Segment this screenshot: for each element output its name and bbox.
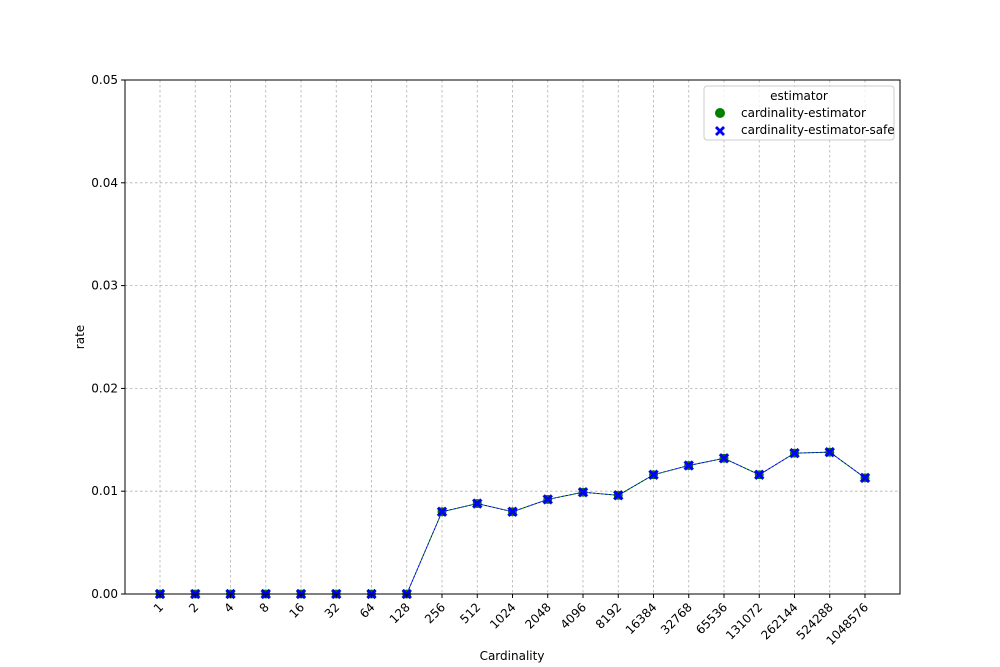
y-tick-label: 0.04	[91, 176, 118, 190]
data-point	[859, 472, 871, 484]
data-point	[789, 447, 800, 459]
y-tick-label: 0.03	[91, 279, 118, 293]
x-tick-label: 4	[221, 600, 236, 615]
x-tick-label: 16	[286, 600, 307, 621]
y-tick-label: 0.05	[91, 73, 118, 87]
x-tick-label: 2048	[522, 600, 553, 631]
legend-frame	[703, 85, 895, 141]
y-tick-label: 0.00	[91, 587, 118, 601]
legend-marker-cardinality-estimator-safe	[715, 126, 725, 136]
x-tick-label: 512	[457, 600, 483, 626]
legend-marker-cardinality-estimator	[715, 108, 725, 118]
x-tick-label: 8192	[593, 600, 624, 631]
x-tick-label: 32768	[658, 600, 695, 637]
data-point	[542, 494, 554, 505]
data-point	[824, 446, 836, 458]
legend-entry-cardinality-estimator: cardinality-estimator	[741, 106, 866, 120]
y-tick-label: 0.02	[91, 381, 118, 395]
x-axis-label: Cardinality	[480, 649, 545, 663]
data-point	[577, 486, 589, 498]
data-point	[507, 506, 518, 518]
legend-title: estimator	[770, 89, 828, 103]
x-tick-label: 262144	[758, 600, 800, 642]
axes-layer: 1 2 4 8 16 32 64 128 256 512 1024 2048 4096 819216384…	[91, 73, 871, 648]
x-tick-label: 128	[387, 600, 413, 626]
y-tick-label: 0.01	[91, 484, 118, 498]
data-point	[471, 498, 483, 509]
x-tick-label: 2	[186, 600, 201, 615]
data-point	[683, 460, 695, 471]
legend-entry-cardinality-estimator-safe: cardinality-estimator-safe	[741, 123, 895, 137]
y-axis-label: rate	[73, 325, 87, 349]
x-tick-label: 1024	[487, 600, 518, 631]
x-tick-label: 256	[422, 600, 448, 626]
x-tick-label: 32	[322, 600, 343, 621]
legend: estimator cardinality-estimator cardinal…	[703, 85, 895, 141]
x-tick-label: 64	[357, 600, 378, 621]
data-point	[753, 469, 765, 481]
data-point	[718, 453, 730, 464]
x-tick-label: 8	[257, 600, 272, 615]
grid-layer	[125, 79, 900, 595]
data-point	[648, 469, 659, 481]
data-point	[612, 490, 624, 501]
data-point	[436, 506, 448, 518]
x-tick-label: 1	[151, 600, 166, 615]
x-tick-label: 4096	[558, 600, 589, 631]
x-tick-label: 16384	[623, 600, 660, 637]
x-tick-label: 131072	[723, 600, 765, 642]
